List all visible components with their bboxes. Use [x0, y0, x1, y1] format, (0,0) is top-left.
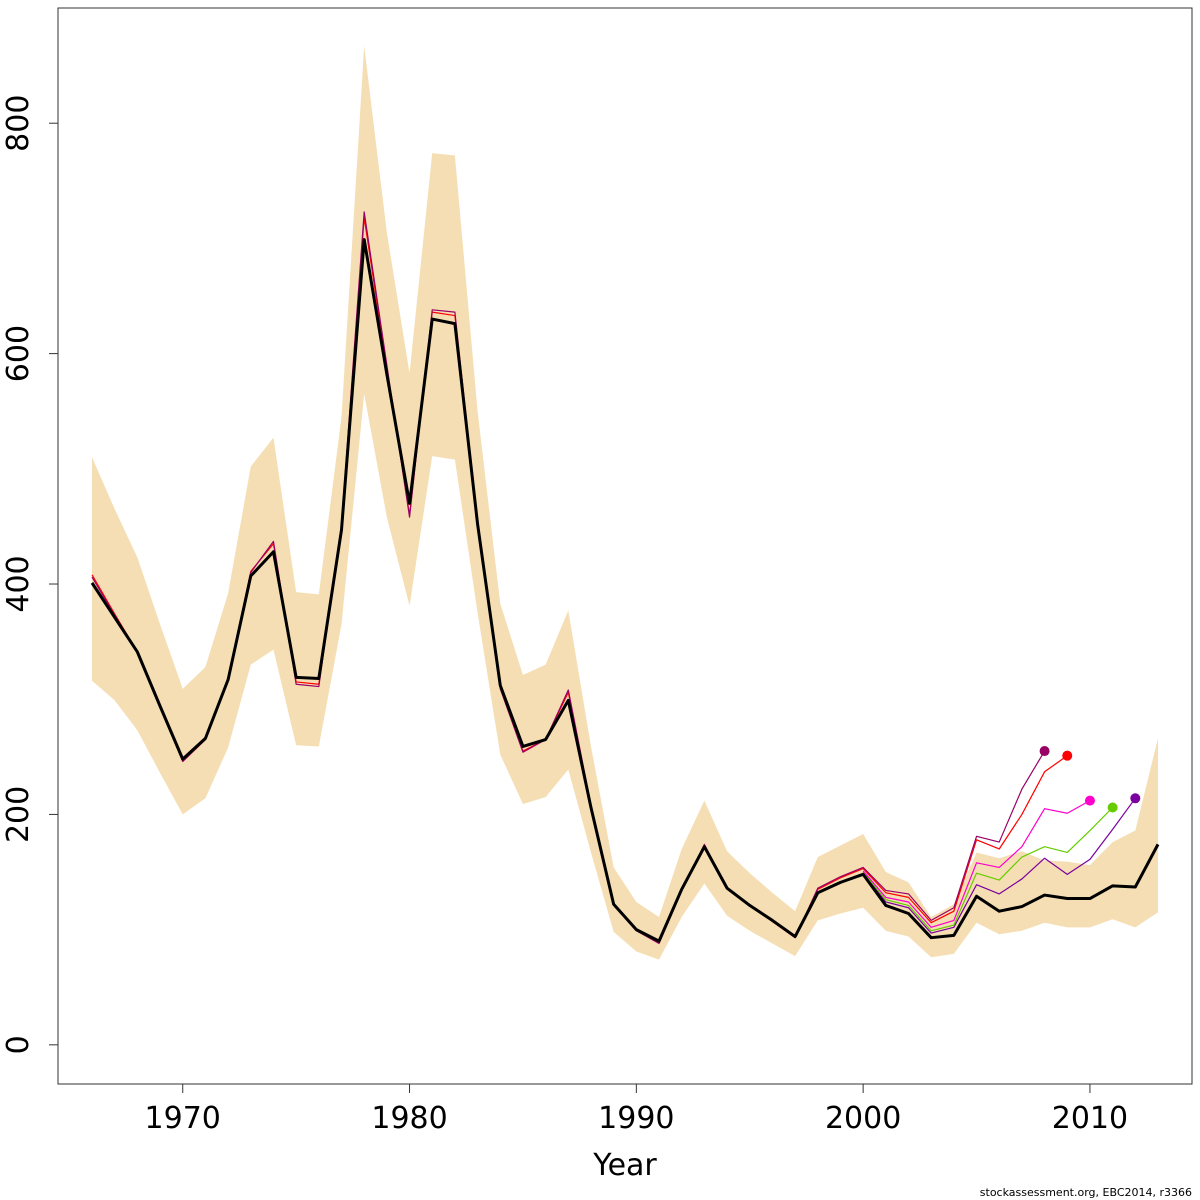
series-line-retro-3 — [862, 800, 1091, 928]
y-axis: 0 200 400 600 800 — [1, 95, 58, 1054]
series-line-retro-1 — [862, 797, 1136, 934]
y-tick-label-200: 200 — [1, 786, 36, 843]
confidence-band-layer — [92, 46, 1158, 960]
confidence-band — [92, 46, 1158, 960]
series-line-main — [90, 238, 1160, 943]
y-tick-label-400: 400 — [1, 555, 36, 612]
x-tick-label-1970: 1970 — [145, 1101, 221, 1136]
series-end-point-5 — [1039, 746, 1050, 757]
y-tick-label-800: 800 — [1, 95, 36, 152]
plot-frame — [57, 7, 1193, 1085]
series-end-point-1 — [1130, 793, 1141, 804]
series-line-retro-5 — [91, 211, 1046, 945]
y-tick-label-0: 0 — [1, 1035, 36, 1054]
x-tick-label-2000: 2000 — [825, 1101, 901, 1136]
x-tick-label-2010: 2010 — [1052, 1101, 1128, 1136]
series-end-point-4 — [1062, 750, 1073, 761]
x-tick-label-1990: 1990 — [598, 1101, 674, 1136]
end-points-layer — [1039, 746, 1141, 813]
x-axis: 1970 1980 1990 2000 2010 — [145, 1084, 1128, 1136]
y-tick-label-600: 600 — [1, 325, 36, 382]
credit-text: stockassessment.org, EBC2014, r3366 — [980, 1186, 1192, 1199]
x-axis-title: Year — [592, 1148, 657, 1183]
series-end-point-3 — [1084, 795, 1095, 806]
series-layer — [90, 211, 1160, 945]
series-end-point-2 — [1107, 802, 1118, 813]
x-tick-label-1980: 1980 — [371, 1101, 447, 1136]
series-line-retro-2 — [862, 807, 1114, 932]
